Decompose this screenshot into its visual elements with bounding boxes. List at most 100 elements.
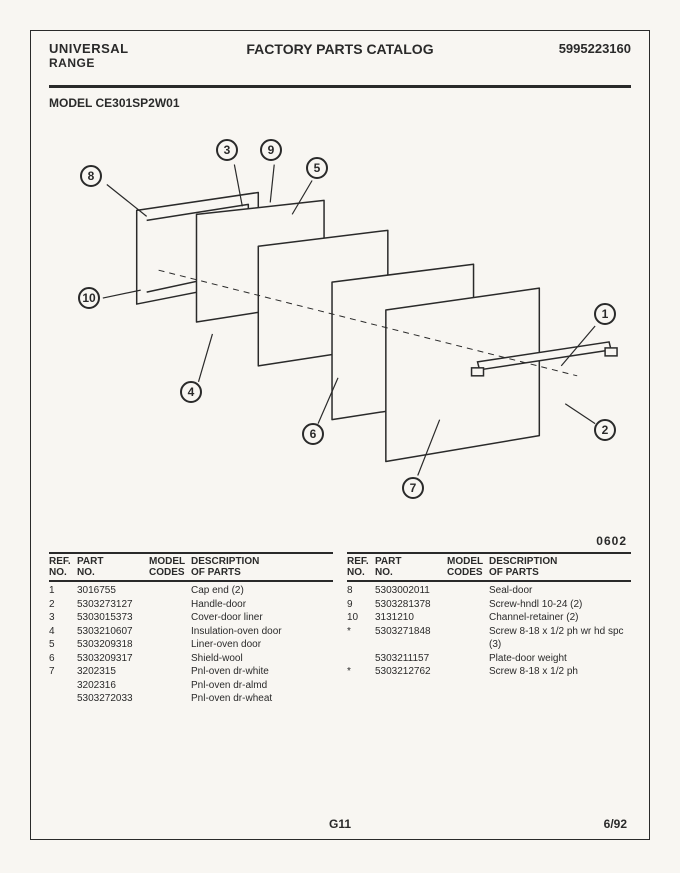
cell-desc: Handle-door — [191, 598, 333, 612]
cell-ref: 2 — [49, 598, 77, 612]
cell-part: 5303212762 — [375, 665, 447, 679]
document-number: 5995223160 — [559, 41, 631, 56]
callout-8: 8 — [80, 165, 102, 187]
brand-line-2: RANGE — [49, 56, 631, 70]
cell-desc: Pnl-oven dr-white — [191, 665, 333, 679]
cell-model — [447, 584, 489, 598]
cell-part: 3131210 — [375, 611, 447, 625]
cell-model — [149, 638, 191, 652]
cell-model — [149, 625, 191, 639]
cell-ref: 8 — [347, 584, 375, 598]
cell-model — [149, 611, 191, 625]
cell-part: 3202316 — [77, 679, 149, 693]
model-row: MODEL CE301SP2W01 — [31, 88, 649, 114]
parts-table-left: REF.NO. PARTNO. MODELCODES DESCRIPTIONOF… — [49, 552, 333, 706]
callout-4: 4 — [180, 381, 202, 403]
col-model: MODELCODES — [447, 556, 489, 578]
cell-model — [149, 665, 191, 679]
table-row: 5303272033 Pnl-oven dr-wheat — [49, 692, 333, 706]
callout-10: 10 — [78, 287, 100, 309]
cell-model — [149, 584, 191, 598]
model-label: MODEL — [49, 96, 92, 110]
cell-model — [447, 611, 489, 625]
table-header: REF.NO. PARTNO. MODELCODES DESCRIPTIONOF… — [347, 552, 631, 582]
cell-desc: Pnl-oven dr-wheat — [191, 692, 333, 706]
cell-part: 5303209317 — [77, 652, 149, 666]
parts-tables: REF.NO. PARTNO. MODELCODES DESCRIPTIONOF… — [31, 548, 649, 706]
col-part: PARTNO. — [375, 556, 447, 578]
table-row: 13016755Cap end (2) — [49, 584, 333, 598]
exploded-diagram: 8 39 5 10 4 6 7 1 2 — [49, 114, 631, 534]
cell-model — [447, 665, 489, 679]
cell-desc: Liner-oven door — [191, 638, 333, 652]
cell-ref: 9 — [347, 598, 375, 612]
cell-ref: 4 — [49, 625, 77, 639]
cell-desc: Seal-door — [489, 584, 631, 598]
callout-9: 9 — [260, 139, 282, 161]
table-row: 35303015373 Cover-door liner — [49, 611, 333, 625]
cell-ref: 3 — [49, 611, 77, 625]
model-value: CE301SP2W01 — [95, 96, 179, 110]
cell-ref — [49, 692, 77, 706]
cell-part: 3202315 — [77, 665, 149, 679]
cell-part: 5303273127 — [77, 598, 149, 612]
page-frame: UNIVERSAL RANGE FACTORY PARTS CATALOG 59… — [30, 30, 650, 840]
cell-ref — [347, 652, 375, 666]
cell-part: 5303209318 — [77, 638, 149, 652]
cell-ref: 6 — [49, 652, 77, 666]
cell-part: 5303015373 — [77, 611, 149, 625]
table-row: 103131210 Channel-retainer (2) — [347, 611, 631, 625]
cell-model — [149, 692, 191, 706]
cell-model — [149, 679, 191, 693]
table-row: 5303211157 Plate-door weight — [347, 652, 631, 666]
col-model: MODELCODES — [149, 556, 191, 578]
table-row: 25303273127 Handle-door — [49, 598, 333, 612]
cell-model — [149, 652, 191, 666]
cell-desc: Shield-wool — [191, 652, 333, 666]
col-ref: REF.NO. — [49, 556, 77, 578]
table-row: 65303209317 Shield-wool — [49, 652, 333, 666]
callout-6: 6 — [302, 423, 324, 445]
cell-part: 3016755 — [77, 584, 149, 598]
cell-part: 5303210607 — [77, 625, 149, 639]
cell-desc: Screw 8-18 x 1/2 ph wr hd spc (3) — [489, 625, 631, 652]
cell-model — [447, 652, 489, 666]
cell-desc: Plate-door weight — [489, 652, 631, 666]
header: UNIVERSAL RANGE FACTORY PARTS CATALOG 59… — [31, 31, 649, 85]
document-title: FACTORY PARTS CATALOG — [31, 41, 649, 57]
cell-ref: * — [347, 625, 375, 652]
callout-3: 3 — [216, 139, 238, 161]
cell-ref: * — [347, 665, 375, 679]
cell-part: 5303281378 — [375, 598, 447, 612]
table-row: 45303210607Insulation-oven door — [49, 625, 333, 639]
cell-desc: Cover-door liner — [191, 611, 333, 625]
cell-ref — [49, 679, 77, 693]
col-ref: REF.NO. — [347, 556, 375, 578]
table-row: *5303271848Screw 8-18 x 1/2 ph wr hd spc… — [347, 625, 631, 652]
cell-part: 5303272033 — [77, 692, 149, 706]
cell-part: 5303211157 — [375, 652, 447, 666]
cell-desc: Screw-hndl 10-24 (2) — [489, 598, 631, 612]
cell-desc: Channel-retainer (2) — [489, 611, 631, 625]
col-desc: DESCRIPTIONOF PARTS — [191, 556, 333, 578]
table-row: 3202316Pnl-oven dr-almd — [49, 679, 333, 693]
callout-7: 7 — [402, 477, 424, 499]
table-row: 73202315Pnl-oven dr-white — [49, 665, 333, 679]
callout-5: 5 — [306, 157, 328, 179]
page-number: G11 — [31, 817, 649, 831]
callout-2: 2 — [594, 419, 616, 441]
col-desc: DESCRIPTIONOF PARTS — [489, 556, 631, 578]
table-row: 95303281378 Screw-hndl 10-24 (2) — [347, 598, 631, 612]
table-row: *5303212762Screw 8-18 x 1/2 ph — [347, 665, 631, 679]
table-header: REF.NO. PARTNO. MODELCODES DESCRIPTIONOF… — [49, 552, 333, 582]
callout-1: 1 — [594, 303, 616, 325]
cell-ref: 5 — [49, 638, 77, 652]
cell-ref: 10 — [347, 611, 375, 625]
cell-model — [149, 598, 191, 612]
revision-code: 0602 — [31, 534, 649, 548]
footer: G11 6/92 — [31, 817, 649, 831]
cell-part: 5303002011 — [375, 584, 447, 598]
cell-ref: 1 — [49, 584, 77, 598]
cell-model — [447, 598, 489, 612]
col-part: PARTNO. — [77, 556, 149, 578]
